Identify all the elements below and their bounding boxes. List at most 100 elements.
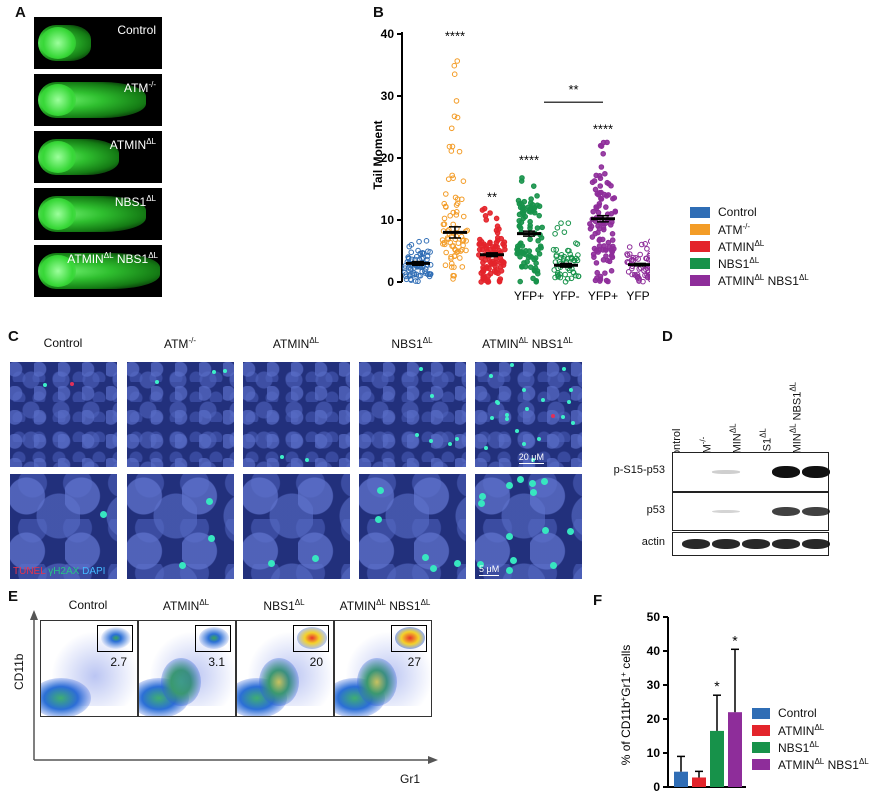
comet-label-text: NBS1ΔL bbox=[115, 194, 156, 209]
data-point bbox=[482, 213, 489, 219]
data-point bbox=[605, 278, 611, 285]
data-point bbox=[494, 235, 501, 241]
data-point bbox=[647, 274, 650, 281]
comet-head bbox=[40, 141, 76, 173]
label-text: NBS1 bbox=[391, 337, 423, 351]
tunel-focus bbox=[551, 414, 555, 418]
label-text: ATMIN bbox=[778, 724, 815, 738]
data-point bbox=[647, 264, 650, 271]
y-tick-label: 20 bbox=[647, 712, 661, 726]
data-point bbox=[629, 271, 635, 278]
facs-title-text: ATMINΔL NBS1ΔL bbox=[339, 598, 431, 613]
h2ax-focus bbox=[311, 555, 319, 563]
facs-y-arrowhead bbox=[30, 610, 38, 620]
legend-item: ATMINΔL bbox=[752, 723, 824, 738]
data-point bbox=[588, 223, 595, 230]
y-axis-label-part: % of CD11b bbox=[619, 701, 633, 765]
label-text: ATMIN bbox=[162, 599, 200, 613]
blot-band bbox=[772, 506, 800, 517]
data-point bbox=[562, 279, 569, 285]
data-point bbox=[637, 251, 643, 258]
label-superscript: ΔL bbox=[788, 423, 798, 434]
h2ax-focus bbox=[522, 387, 527, 392]
data-point bbox=[536, 212, 543, 219]
stain-legend: TUNEL γH2AX DAPI bbox=[13, 566, 105, 577]
data-point bbox=[636, 266, 643, 272]
data-point bbox=[442, 262, 449, 269]
column-title-text: Control bbox=[44, 336, 83, 350]
facs-gate-value: 20 bbox=[309, 655, 323, 669]
data-point bbox=[487, 270, 494, 277]
data-point bbox=[527, 200, 534, 206]
label-superscript: ΔL bbox=[749, 256, 760, 265]
blot-band bbox=[802, 466, 830, 478]
significance-label: ** bbox=[487, 190, 497, 205]
h2ax-focus bbox=[374, 516, 382, 524]
column-title: ATM-/- bbox=[125, 336, 235, 351]
panel-label-e: E bbox=[8, 588, 19, 605]
legend-item: Control bbox=[752, 706, 817, 720]
facs-x-label: Gr1 bbox=[400, 772, 421, 786]
comet-head bbox=[40, 198, 76, 230]
label-text: ATMIN bbox=[339, 599, 377, 613]
bar bbox=[728, 712, 742, 787]
blot-band bbox=[742, 539, 770, 549]
data-point bbox=[481, 266, 487, 273]
h2ax-focus bbox=[154, 379, 159, 384]
data-point bbox=[454, 114, 461, 121]
scale-bar-label: 5 μM bbox=[479, 564, 500, 574]
significance-label: * bbox=[732, 632, 738, 648]
data-point bbox=[536, 251, 543, 257]
data-point bbox=[534, 270, 541, 277]
h2ax-focus bbox=[529, 480, 537, 488]
facs-title: ATMINΔL NBS1ΔL bbox=[330, 598, 440, 613]
column-title-text: ATM-/- bbox=[164, 336, 196, 351]
data-point bbox=[402, 265, 408, 272]
label-superscript: ΔL bbox=[309, 336, 320, 345]
data-point bbox=[636, 275, 642, 282]
blot-row-label: actin bbox=[641, 536, 665, 548]
h2ax-focus bbox=[454, 559, 462, 567]
h2ax-focus bbox=[516, 475, 524, 483]
data-point bbox=[448, 148, 455, 154]
data-point bbox=[423, 238, 430, 244]
label-superscript: -/- bbox=[742, 222, 751, 231]
y-axis-label-sup: + bbox=[619, 696, 628, 701]
y-tick-label: 10 bbox=[381, 213, 395, 227]
data-point bbox=[593, 204, 599, 210]
texture bbox=[359, 362, 466, 467]
h2ax-focus bbox=[415, 432, 420, 437]
texture bbox=[359, 474, 466, 579]
comet-label: Control bbox=[117, 23, 156, 37]
panel-label-a: A bbox=[15, 4, 26, 21]
blot-band bbox=[802, 506, 830, 517]
data-point bbox=[552, 230, 558, 237]
label-superscript: ΔL bbox=[563, 336, 573, 345]
label-superscript: ΔL bbox=[754, 239, 765, 248]
data-point bbox=[457, 248, 464, 254]
data-point bbox=[453, 209, 460, 215]
data-point bbox=[443, 249, 449, 256]
h2ax-focus bbox=[211, 370, 216, 375]
h2ax-focus bbox=[509, 362, 514, 367]
data-point bbox=[445, 176, 452, 182]
facs-density bbox=[101, 627, 131, 649]
y-axis-label: Tail Moment bbox=[371, 120, 385, 189]
legend-label: ATMINΔL NBS1ΔL bbox=[718, 273, 809, 288]
label-superscript: -/- bbox=[188, 336, 196, 345]
bar bbox=[692, 777, 706, 787]
data-point bbox=[644, 245, 650, 252]
y-tick-label: 20 bbox=[381, 151, 395, 165]
legend-swatch bbox=[752, 725, 770, 736]
data-point bbox=[539, 224, 545, 231]
texture bbox=[475, 362, 582, 467]
data-point bbox=[492, 259, 499, 266]
h2ax-focus bbox=[454, 437, 459, 442]
legend-label: ATM-/- bbox=[718, 222, 750, 237]
x-group-label: YFP+ bbox=[514, 289, 544, 303]
data-point bbox=[480, 274, 486, 281]
facs-gate-value: 3.1 bbox=[208, 655, 225, 669]
data-point bbox=[459, 264, 466, 270]
texture bbox=[127, 362, 234, 467]
data-point bbox=[517, 225, 524, 231]
